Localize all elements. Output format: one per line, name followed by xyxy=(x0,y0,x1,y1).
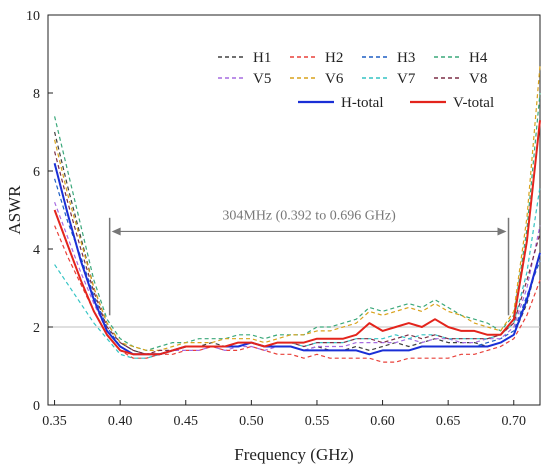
x-tick-label: 0.65 xyxy=(436,414,461,429)
legend-label-v8: V8 xyxy=(469,71,487,87)
x-axis-label: Frequency (GHz) xyxy=(234,445,353,464)
legend-label-h3: H3 xyxy=(397,50,415,66)
y-tick-label: 4 xyxy=(33,243,40,258)
legend-label-v7: V7 xyxy=(397,71,416,87)
annotation-text: 304MHz (0.392 to 0.696 GHz) xyxy=(222,208,396,223)
annotation-arrowhead-right xyxy=(497,227,507,236)
legend-label-h2: H2 xyxy=(325,50,343,66)
legend-label-v6: V6 xyxy=(325,71,344,87)
legend: H1 H2 H3 H4 V5 V6 V7 V8 H-total V-total xyxy=(218,50,494,111)
series-line-h-total xyxy=(53,162,541,356)
x-tick-label: 0.50 xyxy=(239,414,264,429)
legend-label-h4: H4 xyxy=(469,50,488,66)
legend-label-v-total: V-total xyxy=(453,95,494,111)
x-tick-label: 0.60 xyxy=(370,414,395,429)
y-axis-label: ASWR xyxy=(5,185,24,235)
series-line-v8 xyxy=(54,151,541,355)
legend-label-v5: V5 xyxy=(253,71,271,87)
series-line-h1 xyxy=(54,131,541,355)
x-tick-label: 0.70 xyxy=(502,414,527,429)
y-tick-label: 0 xyxy=(33,399,40,414)
series-layer xyxy=(53,65,541,363)
x-tick-label: 0.40 xyxy=(108,414,133,429)
legend-label-h-total: H-total xyxy=(341,95,384,111)
series-line-h2 xyxy=(54,225,541,363)
plot-frame xyxy=(47,14,541,406)
annotation-arrowhead-left xyxy=(111,227,121,236)
y-tick-label: 2 xyxy=(33,321,40,336)
series-line-v6 xyxy=(54,65,541,351)
series-line-v-total xyxy=(53,120,541,356)
y-tick-label: 10 xyxy=(26,9,40,24)
legend-label-h1: H1 xyxy=(253,50,271,66)
x-tick-label: 0.55 xyxy=(305,414,330,429)
bandwidth-annotation: 304MHz (0.392 to 0.696 GHz) xyxy=(108,208,510,316)
series-line-h3 xyxy=(54,178,541,355)
y-tick-label: 6 xyxy=(33,165,40,180)
y-tick-label: 8 xyxy=(33,87,40,102)
x-tick-label: 0.35 xyxy=(42,414,67,429)
axis-ticks: 0.35 0.40 0.45 0.50 0.55 0.60 0.65 0.70 0 2 4 6 8 10 xyxy=(26,9,526,429)
x-tick-label: 0.45 xyxy=(174,414,199,429)
